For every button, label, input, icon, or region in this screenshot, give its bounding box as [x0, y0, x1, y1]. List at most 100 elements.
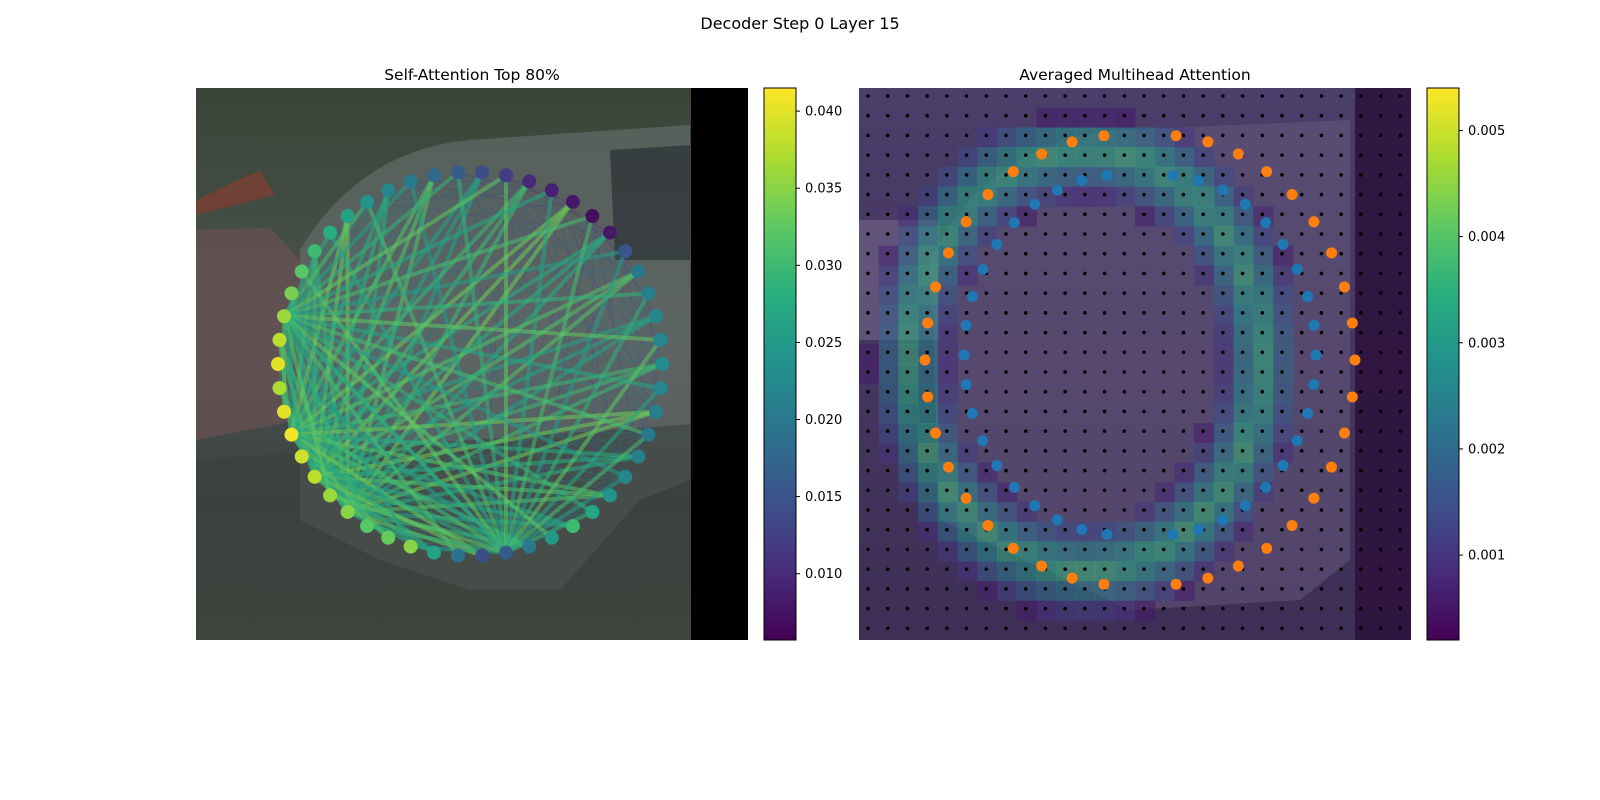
grid-dot: [1398, 133, 1403, 138]
attention-node: [277, 309, 292, 324]
grid-dot: [1004, 291, 1008, 295]
heatmap-cell: [1174, 462, 1195, 483]
heatmap-cell: [1095, 541, 1116, 562]
grid-dot: [1181, 350, 1186, 355]
orange-point: [1232, 560, 1244, 572]
grid-dot: [1378, 547, 1383, 552]
grid-dot: [1359, 488, 1363, 493]
heatmap-cell: [1273, 423, 1294, 444]
grid-dot: [1023, 567, 1028, 571]
heatmap-cell: [1115, 521, 1136, 542]
heatmap-cell: [1233, 245, 1254, 266]
grid-dot: [1122, 587, 1127, 591]
grid-dot: [1102, 94, 1107, 98]
grid-dot: [885, 389, 890, 394]
grid-dot: [1339, 350, 1343, 355]
grid-dot: [1319, 271, 1324, 276]
heatmap-cell: [1233, 462, 1254, 483]
grid-dot: [1240, 606, 1245, 611]
grid-dot: [1378, 567, 1383, 571]
grid-dot: [1161, 488, 1166, 493]
heatmap-cell: [878, 344, 899, 365]
grid-dot: [1043, 291, 1048, 295]
heatmap-cell: [1135, 521, 1156, 542]
blue-point: [1167, 528, 1179, 540]
grid-dot: [1023, 350, 1028, 355]
grid-dot: [1043, 409, 1048, 414]
heatmap-cell: [898, 423, 919, 444]
blue-point: [1291, 435, 1303, 447]
orange-point: [930, 281, 942, 293]
grid-dot: [1299, 606, 1304, 611]
grid-dot: [945, 389, 949, 394]
orange-point: [1338, 427, 1350, 439]
colorbar-tick-label: 0.030: [805, 259, 842, 274]
heatmap-cell: [898, 482, 919, 503]
grid-dot: [1359, 567, 1363, 571]
orange-point: [1098, 130, 1110, 142]
grid-dot: [1043, 311, 1048, 315]
heatmap-cell: [1056, 541, 1077, 562]
grid-dot: [1359, 291, 1363, 295]
attention-edge-faint: [277, 315, 657, 365]
grid-dot: [905, 449, 910, 453]
grid-dot: [1083, 330, 1087, 335]
attention-edge: [365, 201, 508, 554]
heatmap-cell: [937, 423, 959, 444]
grid-dot: [1122, 567, 1127, 571]
heatmap-cell: [1154, 502, 1175, 523]
grid-dot: [1201, 567, 1205, 571]
grid-dot: [1221, 449, 1225, 453]
grid-dot: [1142, 113, 1146, 118]
heatmap-cell: [937, 166, 959, 188]
grid-dot: [905, 291, 910, 295]
heatmap-cell: [1253, 462, 1274, 483]
attention-edge: [408, 180, 508, 554]
grid-dot: [885, 291, 890, 295]
grid-dot: [1359, 508, 1363, 512]
grid-dot: [945, 527, 949, 532]
grid-dot: [964, 192, 969, 197]
attention-node: [631, 264, 646, 279]
right-panel-image: [859, 88, 1411, 640]
grid-dot: [1102, 212, 1107, 217]
grid-dot: [885, 232, 890, 236]
blue-point: [977, 263, 989, 275]
heatmap-cell: [898, 245, 919, 266]
orange-point: [1202, 136, 1214, 148]
grid-dot: [1083, 488, 1087, 493]
grid-dot: [1122, 271, 1127, 276]
grid-dot: [1319, 449, 1324, 453]
grid-dot: [866, 508, 870, 512]
grid-dot: [885, 350, 890, 355]
grid-dot: [1063, 271, 1067, 276]
grid-dot: [984, 291, 989, 295]
grid-dot: [1378, 370, 1383, 374]
grid-dot: [1083, 429, 1087, 433]
grid-dot: [1063, 468, 1067, 473]
attention-node: [403, 539, 418, 554]
grid-dot: [1023, 626, 1028, 631]
heatmap-cell: [859, 344, 880, 365]
heatmap-cell: [1135, 127, 1156, 148]
grid-dot: [1181, 192, 1186, 197]
grid-dot: [1181, 113, 1186, 118]
heatmap-cell: [1036, 521, 1057, 542]
grid-dot: [1359, 370, 1363, 374]
heatmap-cell: [1174, 502, 1195, 523]
heatmap-cell: [918, 265, 939, 286]
grid-dot: [1083, 587, 1087, 591]
grid-dot: [945, 429, 949, 433]
grid-dot: [925, 508, 929, 512]
grid-dot: [1181, 488, 1186, 493]
grid-dot: [1122, 606, 1127, 611]
heatmap-cell: [1115, 600, 1136, 621]
grid-dot: [964, 94, 969, 98]
heatmap-cell: [1253, 442, 1274, 464]
grid-dot: [1319, 389, 1324, 394]
grid-dot: [1378, 251, 1383, 256]
grid-dot: [866, 370, 870, 374]
orange-point: [1007, 542, 1019, 554]
orange-point: [1036, 148, 1048, 160]
heatmap-cell: [937, 304, 959, 326]
